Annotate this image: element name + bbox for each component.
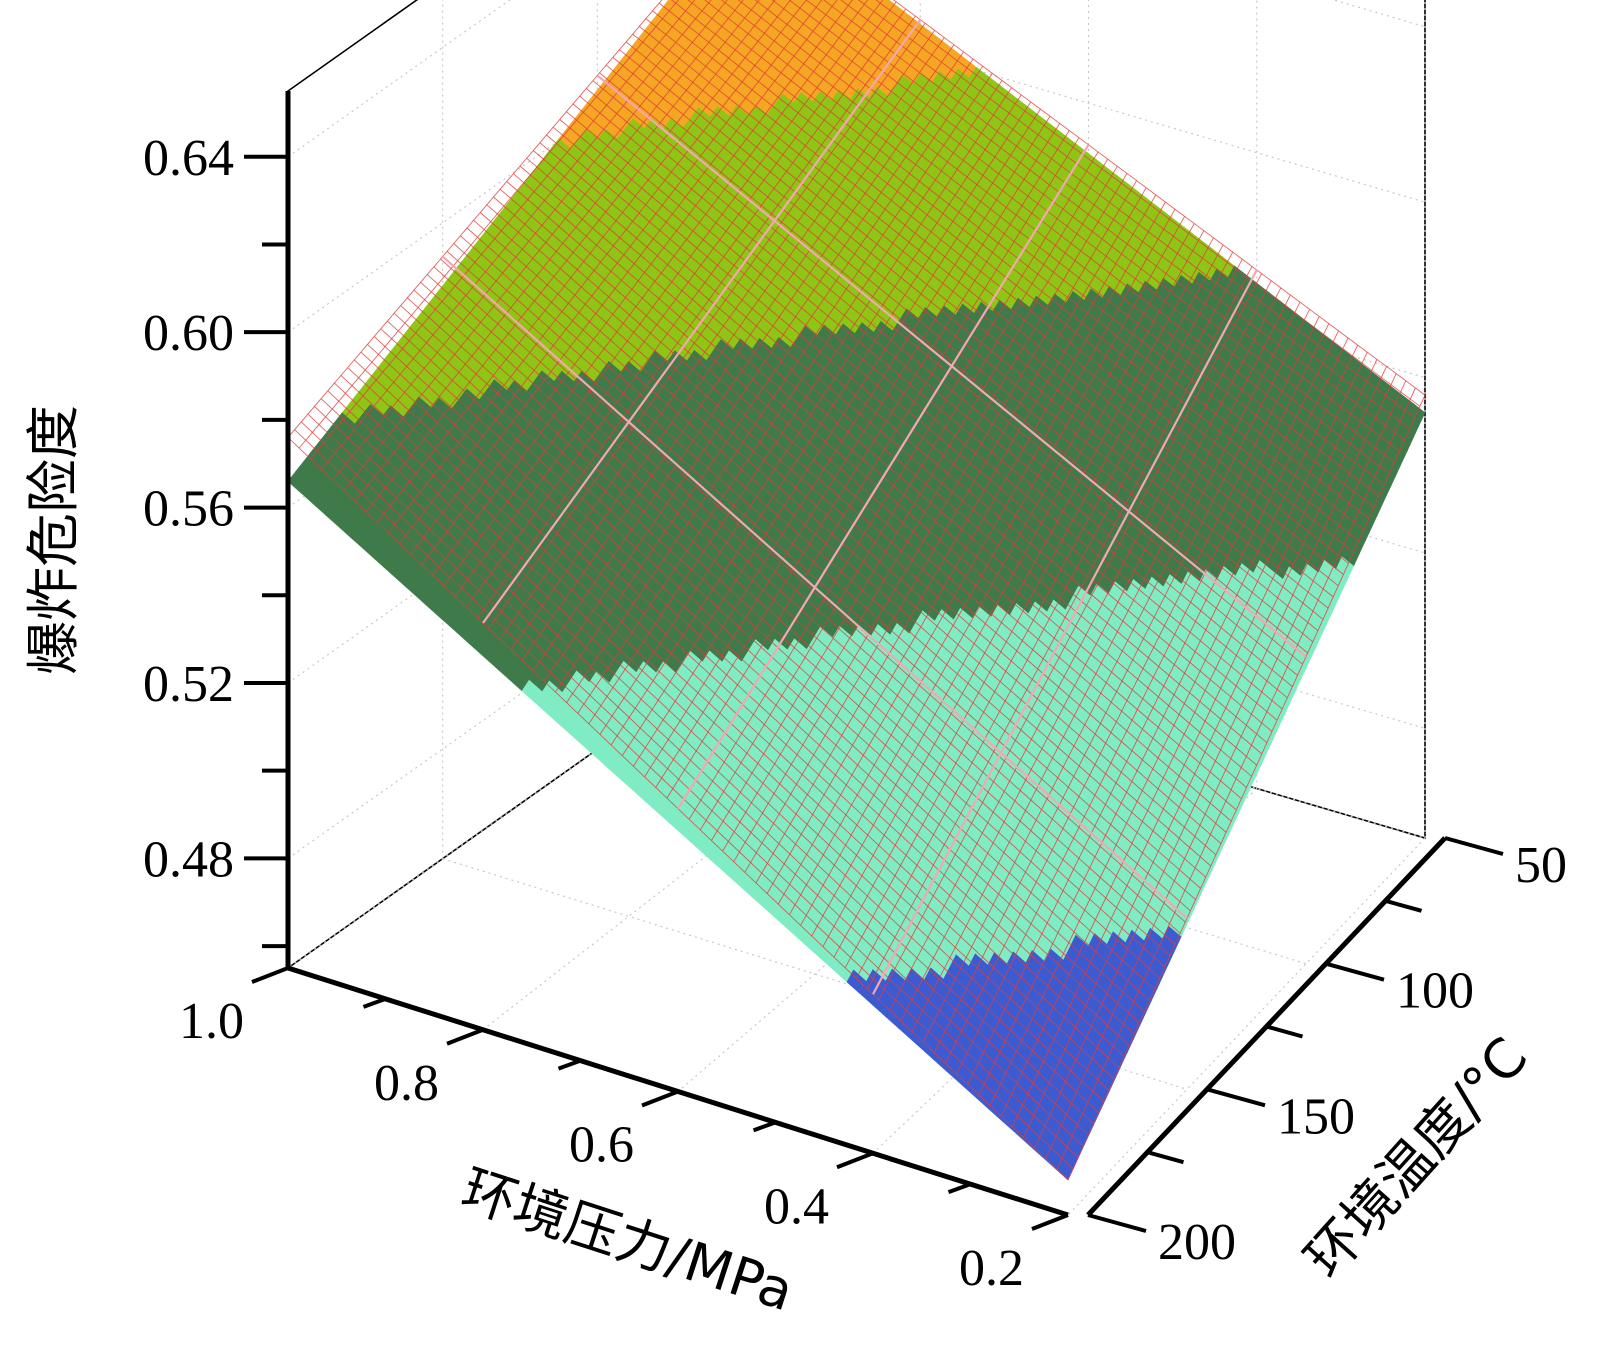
mesh-major-pressure: [677, 144, 1090, 810]
pressure-tick: [557, 1058, 582, 1071]
grid-p-floor-0: [1067, 837, 1426, 1216]
z-tick-label: 0.52: [143, 656, 234, 713]
temperature-tick-label: 100: [1396, 963, 1474, 1020]
pressure-tick: [641, 1089, 679, 1108]
z-tick-label: 0.60: [143, 305, 234, 362]
grid-p-floor-3: [482, 689, 921, 1031]
temperature-tick: [1325, 961, 1385, 982]
mesh-major-pressure: [482, 19, 922, 624]
pressure-axis-title: 环境压力/MPa: [454, 1157, 801, 1323]
z-tick-label: 0.48: [143, 831, 234, 888]
pressure-tick: [1031, 1213, 1069, 1231]
mesh-line-temperature: [287, 437, 1069, 1181]
temperature-tick-label: 200: [1158, 1214, 1236, 1271]
temperature-tick: [1146, 1150, 1185, 1165]
pressure-tick-label: 0.2: [959, 1240, 1024, 1297]
temperature-tick: [1265, 1024, 1304, 1039]
mesh-major-temperature: [441, 255, 1188, 920]
pressure-tick: [752, 1120, 777, 1133]
mesh-surface: [287, 0, 1426, 1181]
pressure-tick-label: 0.4: [764, 1178, 829, 1235]
mesh-line-temperature: [892, 0, 1426, 396]
pressure-tick-label: 0.8: [374, 1055, 439, 1112]
pressure-tick: [362, 996, 387, 1009]
z-tick-label: 0.64: [143, 130, 234, 187]
temperature-tick: [1087, 1213, 1147, 1233]
temperature-axis-title: 环境温度/°C: [1293, 1025, 1540, 1289]
mesh-major-pressure: [872, 269, 1258, 995]
temperature-tick: [1206, 1087, 1266, 1108]
mesh-major-temperature: [596, 74, 1307, 658]
temperature-tick: [1444, 836, 1504, 856]
pressure-tick: [836, 1151, 874, 1170]
z-tick-label: 0.56: [143, 481, 234, 538]
temperature-tick-label: 150: [1277, 1088, 1355, 1145]
z-axis-title: 爆炸危险度: [22, 405, 85, 675]
temperature-tick: [1384, 898, 1423, 913]
temperature-tick-label: 50: [1515, 837, 1567, 894]
colored-surface: [287, 0, 1426, 1181]
pressure-tick-label: 1.0: [179, 993, 244, 1050]
pressure-tick: [251, 966, 289, 984]
pressure-tick: [947, 1182, 972, 1195]
pressure-tick: [446, 1027, 484, 1046]
pressure-tick-label: 0.6: [569, 1117, 634, 1174]
